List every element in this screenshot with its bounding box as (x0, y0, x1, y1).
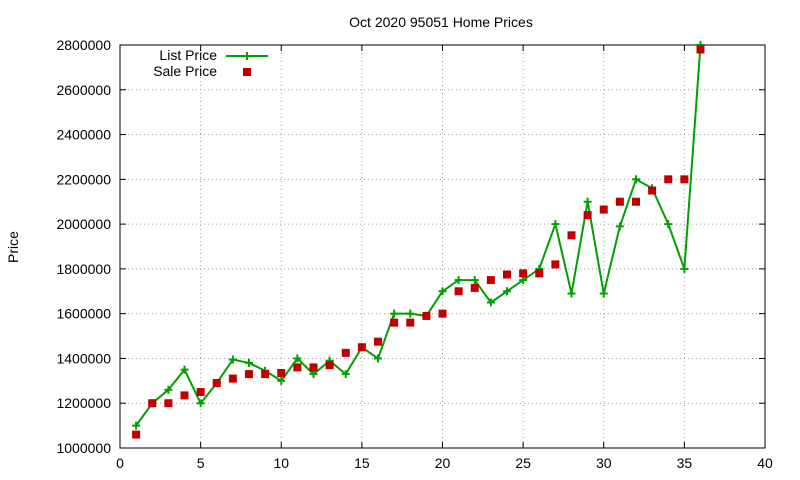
legend-label-list-price: List Price (159, 47, 217, 63)
list-price-point (486, 298, 495, 307)
x-tick-label: 20 (435, 455, 451, 471)
sale-price-point (599, 205, 608, 214)
list-price-point (309, 370, 318, 379)
y-tick-label: 2600000 (56, 82, 111, 98)
sale-price-point (245, 370, 253, 379)
sale-price-point (212, 379, 221, 388)
y-tick-label: 2800000 (56, 37, 111, 53)
list-price-point (470, 276, 479, 285)
legend-swatch-sale-price (243, 68, 251, 76)
sale-price-point (583, 211, 592, 220)
sale-price-point (648, 186, 657, 195)
sale-price-point (132, 430, 141, 439)
list-price-point (293, 354, 302, 363)
list-price-point (567, 289, 576, 298)
list-price-point (341, 370, 350, 379)
list-price-point (196, 399, 205, 408)
sale-price-point (390, 318, 399, 327)
x-tick-label: 0 (116, 455, 124, 471)
sale-price-point (293, 363, 302, 372)
list-price-point (551, 220, 560, 229)
sale-price-point (374, 337, 382, 346)
sale-price-point (503, 270, 511, 279)
legend-label-sale-price: Sale Price (153, 63, 217, 79)
chart-title: Oct 2020 95051 Home Prices (349, 14, 533, 30)
sale-price-point (680, 175, 689, 184)
list-price-point (664, 220, 673, 229)
x-tick-label: 35 (677, 455, 693, 471)
sale-price-point (664, 175, 673, 184)
list-price-line (135, 44, 702, 427)
list-price-point (503, 287, 511, 296)
sale-price-point (535, 269, 544, 278)
sale-price-point (696, 45, 705, 54)
axes: 0 5 10 15 20 25 30 35 40 1000000 1200000 1400000 160… (56, 37, 773, 471)
list-price-point (245, 358, 253, 367)
sale-price-point (180, 391, 189, 400)
list-price-point (132, 421, 141, 430)
sale-price-point (632, 197, 640, 206)
y-tick-label: 1600000 (56, 306, 111, 322)
sale-price-point (357, 343, 366, 352)
y-tick-label: 1200000 (56, 395, 111, 411)
list-price-point (583, 197, 592, 206)
list-price-point (374, 354, 382, 363)
sale-price-point (228, 374, 237, 383)
list-price-point (390, 309, 399, 318)
sale-price-point (567, 231, 576, 240)
list-price-point (228, 355, 237, 364)
sale-price-point (164, 399, 173, 408)
series-layer (132, 41, 705, 439)
y-axis-label: Price (5, 231, 21, 263)
y-tick-label: 1800000 (56, 261, 111, 277)
x-tick-label: 5 (197, 455, 205, 471)
y-tick-label: 2000000 (56, 216, 111, 232)
sale-price-point (261, 370, 270, 379)
sale-price-point (470, 283, 479, 292)
list-price-point (454, 276, 463, 285)
sale-price-point (406, 318, 415, 327)
list-price-point (615, 222, 624, 231)
x-tick-label: 15 (354, 455, 370, 471)
sale-price-point (341, 348, 350, 357)
sale-price-point (277, 368, 286, 377)
y-tick-label: 2400000 (56, 127, 111, 143)
sale-price-point (422, 311, 431, 320)
sale-price-point (148, 399, 157, 408)
sale-price-point (615, 197, 624, 206)
sale-price-point (196, 388, 205, 397)
list-price-point (680, 264, 689, 273)
sale-price-point (325, 361, 334, 370)
list-price-point (519, 276, 528, 285)
x-tick-label: 10 (273, 455, 289, 471)
y-tick-label: 2200000 (56, 171, 111, 187)
x-tick-label: 30 (596, 455, 612, 471)
sale-price-point (309, 363, 318, 372)
list-price-point (599, 289, 608, 298)
list-price-point (406, 309, 415, 318)
sale-price-point (438, 309, 447, 318)
grid (120, 45, 765, 448)
list-price-point (438, 287, 447, 296)
list-price-point (632, 175, 640, 184)
list-price-point (277, 376, 286, 385)
sale-price-point (454, 287, 463, 296)
list-price-point (180, 365, 189, 374)
x-tick-label: 25 (515, 455, 531, 471)
x-tick-label: 40 (757, 455, 773, 471)
sale-price-point (551, 260, 560, 269)
list-price-point (164, 385, 173, 394)
sale-price-point (519, 269, 528, 278)
y-tick-label: 1400000 (56, 350, 111, 366)
y-tick-label: 1000000 (56, 440, 111, 456)
sale-price-point (486, 276, 495, 285)
